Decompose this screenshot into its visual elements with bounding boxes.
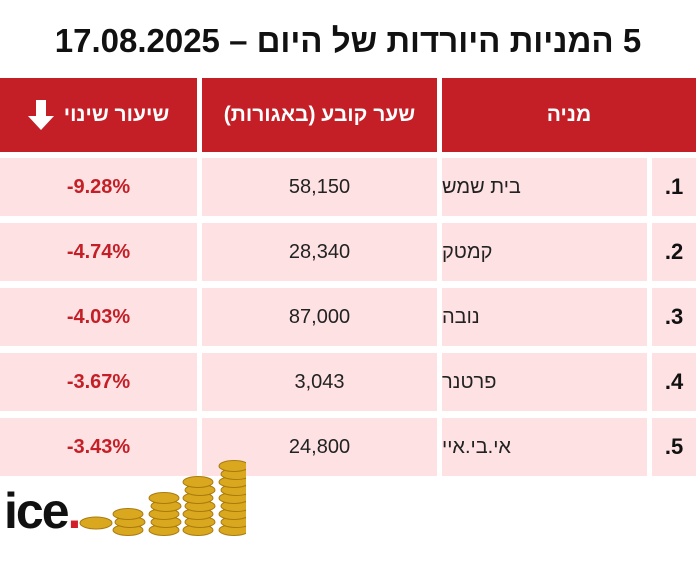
change-cell: -3.43% (0, 418, 197, 476)
rank-cell: 4. (652, 353, 696, 411)
rank-cell: 1. (652, 158, 696, 216)
change-cell: -9.28% (0, 158, 197, 216)
rank-cell: 2. (652, 223, 696, 281)
rank-cell: 5. (652, 418, 696, 476)
change-cell: -4.03% (0, 288, 197, 346)
ice-logo: ice. (4, 483, 81, 539)
page-title: 5 המניות היורדות של היום – 17.08.2025 (54, 22, 642, 59)
price-cell: 3,043 (202, 353, 437, 411)
change-cell: -4.74% (0, 223, 197, 281)
price-cell: 58,150 (202, 158, 437, 216)
stock-name-cell: נובה (442, 288, 647, 346)
stock-name-cell: אי.בי.איי (442, 418, 647, 476)
header-price: שער קובע (באגורות) (202, 78, 437, 152)
price-cell: 28,340 (202, 223, 437, 281)
arrow-down-icon (27, 100, 54, 130)
change-cell: -3.67% (0, 353, 197, 411)
header-stock: מניה (442, 78, 696, 152)
stock-name-cell: פרטנר (442, 353, 647, 411)
header-change: שיעור שינוי (0, 78, 197, 152)
coins-illustration (79, 460, 246, 536)
price-cell: 87,000 (202, 288, 437, 346)
stock-name-cell: קמטק (442, 223, 647, 281)
rank-cell: 3. (652, 288, 696, 346)
stock-name-cell: בית שמש (442, 158, 647, 216)
price-cell: 24,800 (202, 418, 437, 476)
